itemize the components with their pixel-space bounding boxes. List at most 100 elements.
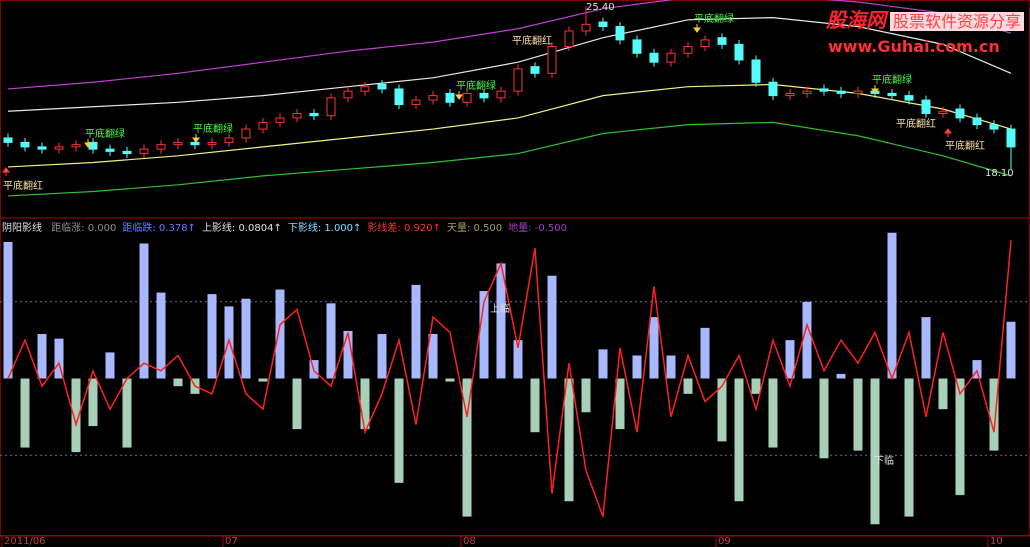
band-line bbox=[7, 17, 1012, 112]
bar bbox=[292, 378, 302, 430]
readout: 距临涨: 0.000 bbox=[51, 223, 117, 234]
readout: 距临跌: 0.378↑ bbox=[122, 223, 196, 234]
bar bbox=[377, 334, 387, 379]
x-tick-label: 07 bbox=[225, 536, 238, 547]
readout: 上影线: 0.0804↑ bbox=[201, 223, 282, 234]
annotation: 平底翻绿 bbox=[694, 12, 734, 25]
annotation: 平底翻绿 bbox=[456, 79, 496, 92]
candle-body bbox=[445, 92, 455, 103]
annotation: 25.40 bbox=[586, 2, 615, 13]
bar bbox=[785, 340, 795, 379]
candle-body bbox=[190, 141, 200, 146]
bar bbox=[989, 378, 999, 451]
bar bbox=[37, 334, 47, 379]
bar bbox=[972, 360, 982, 379]
annotation: 平底翻绿 bbox=[193, 122, 233, 135]
level-label: 下临 bbox=[874, 454, 894, 467]
bar bbox=[836, 373, 846, 379]
bar bbox=[632, 355, 642, 379]
candle-body bbox=[105, 148, 115, 152]
candle-body bbox=[751, 59, 761, 83]
band-line bbox=[7, 0, 1012, 90]
bar bbox=[768, 378, 778, 448]
candle-body bbox=[615, 26, 625, 41]
candle-body bbox=[139, 148, 149, 155]
candle-body bbox=[20, 141, 30, 148]
bar bbox=[156, 292, 166, 379]
bar bbox=[122, 378, 132, 448]
candle-body bbox=[530, 66, 540, 74]
candle-body bbox=[207, 141, 217, 146]
annotation: 18.10 bbox=[985, 168, 1014, 179]
bar bbox=[241, 298, 251, 379]
candle-body bbox=[989, 124, 999, 130]
bar bbox=[853, 378, 863, 451]
bar bbox=[887, 232, 897, 379]
arrow-icon bbox=[944, 128, 952, 137]
candle-body bbox=[479, 92, 489, 99]
bar bbox=[513, 340, 523, 379]
indicator-title: 阴阳影线 bbox=[2, 223, 42, 234]
candle-body bbox=[598, 21, 608, 28]
candle-body bbox=[853, 90, 863, 94]
candle-body bbox=[887, 92, 897, 97]
bar bbox=[360, 378, 370, 430]
readout: 下影线: 1.000↑ bbox=[287, 223, 362, 234]
candle-body bbox=[819, 88, 829, 92]
candle-body bbox=[54, 146, 64, 150]
bar bbox=[139, 243, 149, 379]
candle-body bbox=[921, 99, 931, 114]
bar bbox=[207, 294, 217, 379]
arrow-icon bbox=[455, 91, 463, 100]
candle-body bbox=[224, 137, 234, 143]
bar bbox=[428, 334, 438, 379]
watermark: 股海网 股票软件资源分享 www.Guhai.com.cn bbox=[826, 4, 1024, 56]
bar bbox=[445, 378, 455, 382]
bar bbox=[802, 301, 812, 379]
arrow-icon bbox=[84, 139, 92, 148]
bar bbox=[615, 378, 625, 430]
bar bbox=[955, 378, 965, 496]
bar bbox=[547, 275, 557, 379]
band-line bbox=[7, 121, 1012, 197]
candle-body bbox=[938, 110, 948, 114]
candle-body bbox=[71, 144, 81, 148]
x-tick-label: 09 bbox=[718, 536, 731, 547]
candle-body bbox=[343, 90, 353, 99]
candle-body bbox=[428, 95, 438, 101]
bar bbox=[479, 291, 489, 379]
bar bbox=[819, 378, 829, 459]
x-tick-label: 2011/06 bbox=[4, 536, 46, 547]
bar bbox=[343, 330, 353, 379]
readout: 天量: 0.500 bbox=[446, 223, 503, 234]
candle-body bbox=[513, 68, 523, 92]
bar bbox=[581, 378, 591, 413]
bar bbox=[275, 289, 285, 379]
candle-body bbox=[496, 90, 506, 99]
bar bbox=[496, 263, 506, 379]
bar bbox=[751, 378, 761, 394]
candle-body bbox=[768, 81, 778, 97]
candle-body bbox=[292, 112, 302, 119]
candle-body bbox=[275, 117, 285, 123]
candle-body bbox=[173, 141, 183, 146]
indicator-readouts: 阴阳影线 距临涨: 0.000 距临跌: 0.378↑ 上影线: 0.0804↑ 下影… bbox=[2, 219, 573, 234]
candle-body bbox=[462, 92, 472, 103]
bar bbox=[326, 303, 336, 379]
bar bbox=[71, 378, 81, 453]
level-label: 上临 bbox=[490, 302, 510, 315]
bar bbox=[904, 378, 914, 517]
candle-body bbox=[1006, 128, 1016, 148]
bar bbox=[938, 378, 948, 410]
bar bbox=[462, 378, 472, 517]
candle-body bbox=[37, 146, 47, 150]
candle-body bbox=[377, 83, 387, 90]
arrow-icon bbox=[192, 134, 200, 143]
bar bbox=[258, 378, 268, 382]
bar bbox=[394, 378, 404, 483]
candle-body bbox=[411, 99, 421, 106]
watermark-url: www.Guhai.com.cn bbox=[827, 37, 1000, 56]
bar bbox=[173, 378, 183, 387]
x-tick-label: 08 bbox=[463, 536, 476, 547]
candle-body bbox=[564, 30, 574, 48]
